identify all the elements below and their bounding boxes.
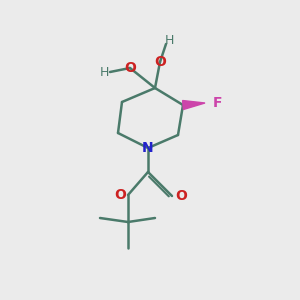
Text: O: O [124,61,136,75]
Text: F: F [213,96,223,110]
Polygon shape [183,100,205,109]
Text: N: N [142,141,154,155]
Text: O: O [114,188,126,202]
Text: H: H [99,65,109,79]
Text: O: O [154,55,166,69]
Text: O: O [175,189,187,203]
Text: H: H [164,34,174,47]
